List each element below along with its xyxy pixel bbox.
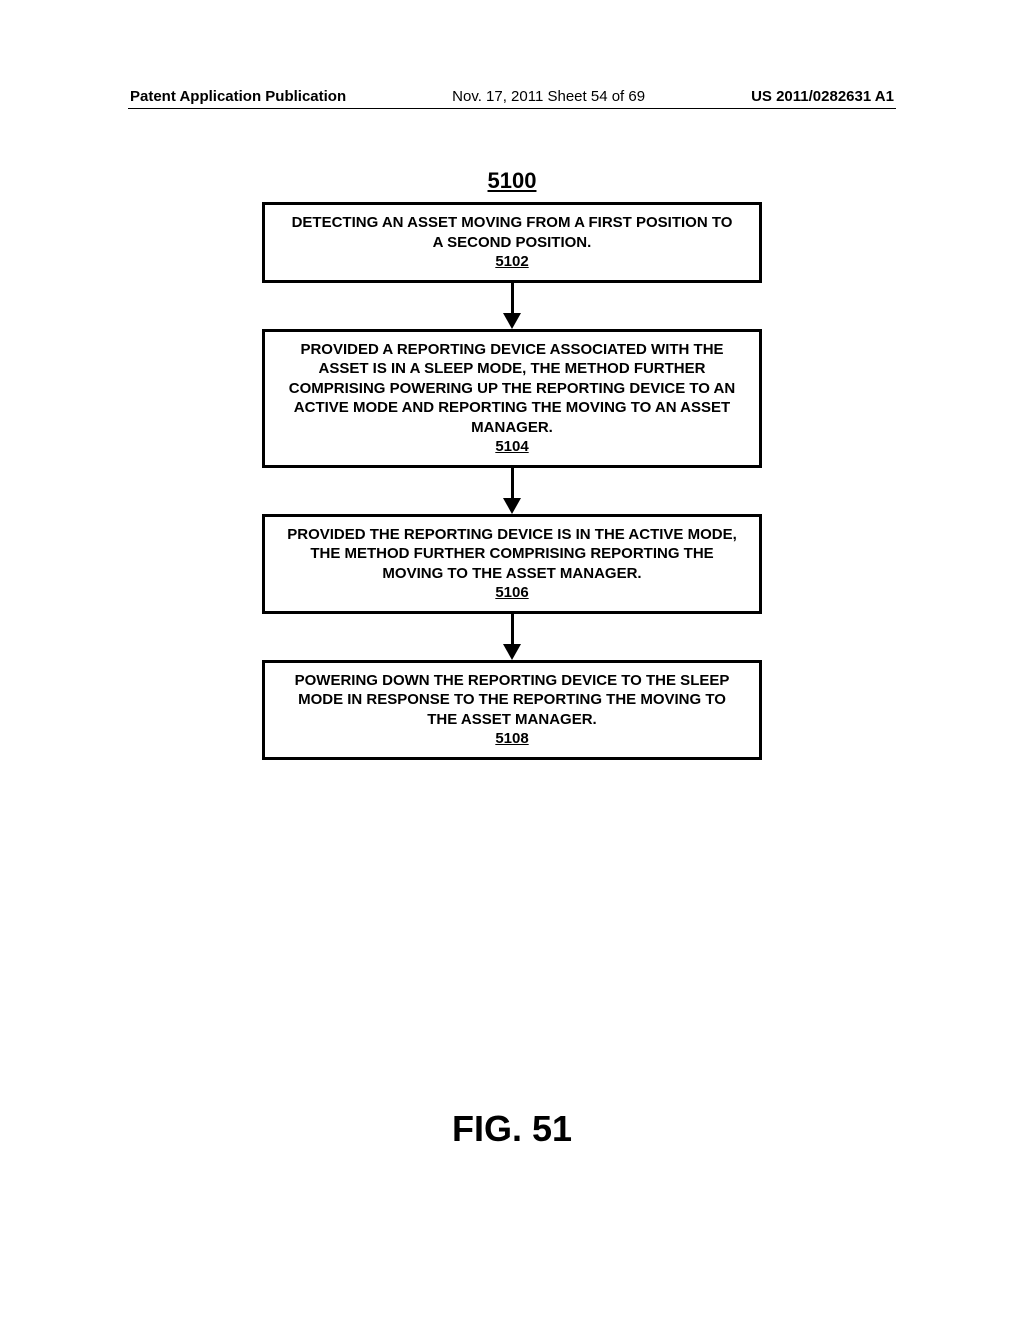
figure-caption: FIG. 51 [0,1108,1024,1150]
flowchart: DETECTING AN ASSET MOVING FROM A FIRST P… [262,202,762,760]
flow-box-1: DETECTING AN ASSET MOVING FROM A FIRST P… [262,202,762,283]
page-header: Patent Application Publication Nov. 17, … [0,88,1024,105]
flow-box-text: DETECTING AN ASSET MOVING FROM A FIRST P… [292,214,733,251]
flow-box-text: PROVIDED A REPORTING DEVICE ASSOCIATED W… [289,341,735,436]
header-right: US 2011/0282631 A1 [751,88,894,105]
flow-arrow [511,468,514,514]
header-rule [128,108,896,109]
flow-box-ref: 5102 [495,253,528,270]
flow-box-ref: 5106 [495,584,528,601]
flow-box-4: POWERING DOWN THE REPORTING DEVICE TO TH… [262,660,762,760]
flow-box-text: PROVIDED THE REPORTING DEVICE IS IN THE … [287,526,737,582]
header-center: Nov. 17, 2011 Sheet 54 of 69 [452,88,645,105]
flow-arrow [511,614,514,660]
flow-box-2: PROVIDED A REPORTING DEVICE ASSOCIATED W… [262,329,762,468]
flow-box-text: POWERING DOWN THE REPORTING DEVICE TO TH… [295,672,730,728]
flow-arrow [511,283,514,329]
flow-box-3: PROVIDED THE REPORTING DEVICE IS IN THE … [262,514,762,614]
figure-number: 5100 [0,168,1024,194]
flow-box-ref: 5108 [495,730,528,747]
header-left: Patent Application Publication [130,88,346,105]
flow-box-ref: 5104 [495,438,528,455]
